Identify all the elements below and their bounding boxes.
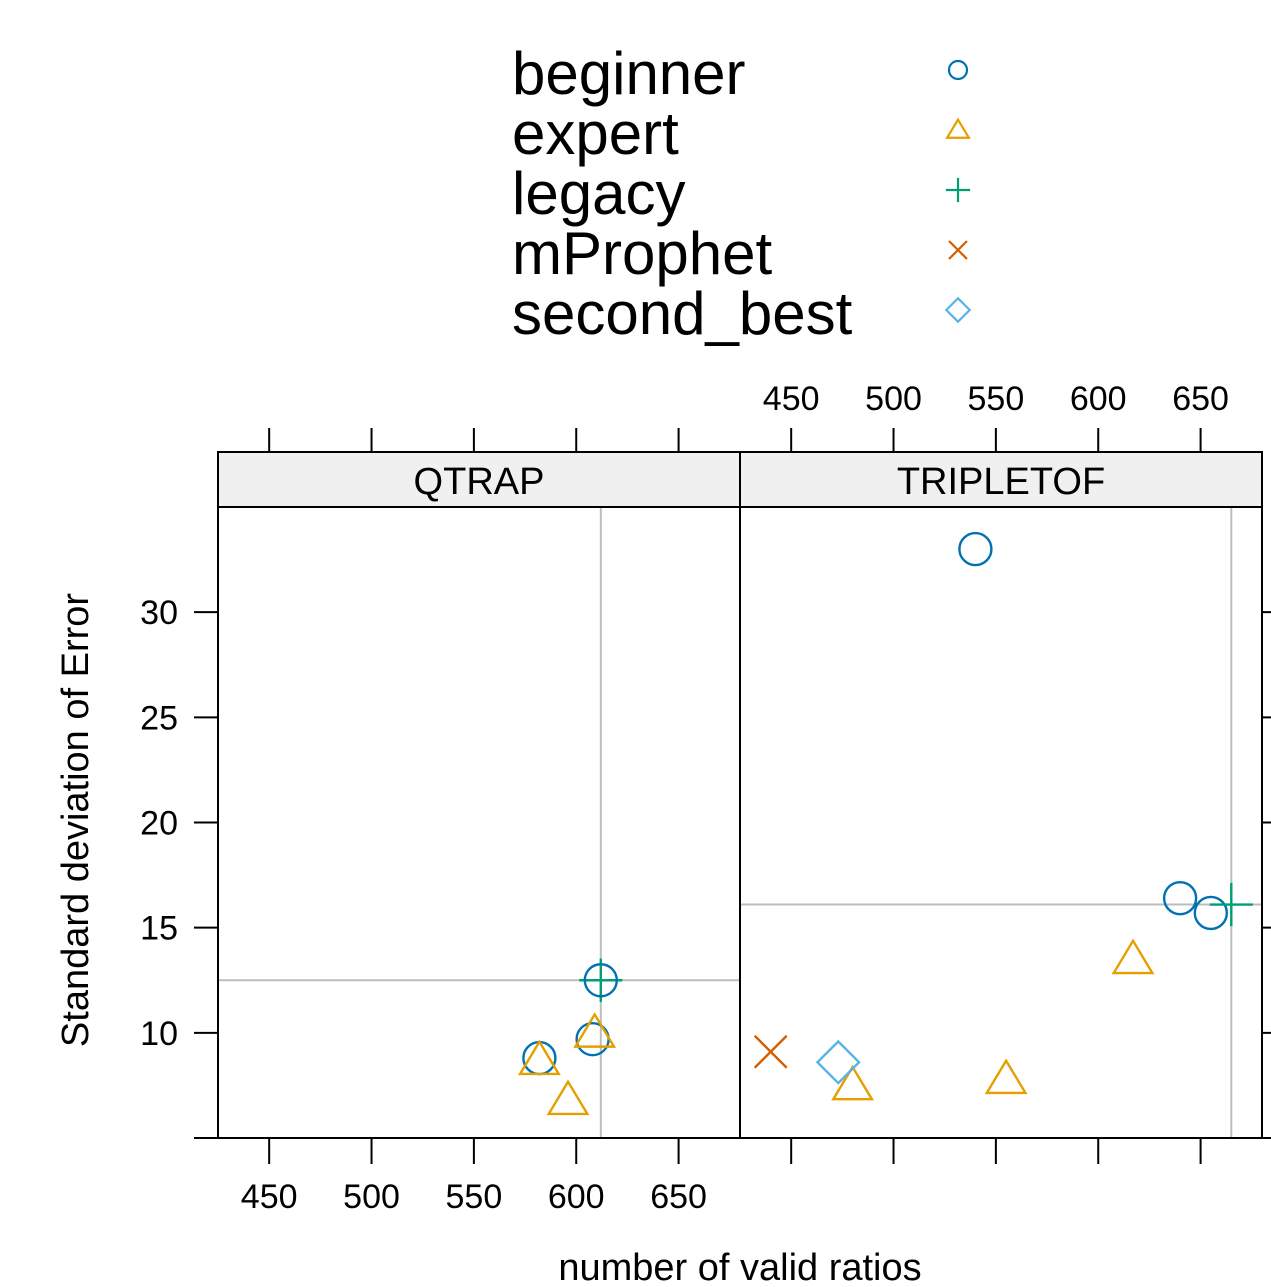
- x-axis-label: number of valid ratios: [558, 1247, 921, 1287]
- x-tick-label-top: 650: [1172, 380, 1229, 418]
- strip-label-qtrap: QTRAP: [414, 461, 545, 503]
- x-tick-label-bottom: 600: [548, 1178, 605, 1216]
- chart-panels: QTRAP TRIPLETOF: [217, 451, 1263, 1139]
- data-point-legacy: [1209, 882, 1253, 927]
- x-tick-label-top: 450: [763, 380, 820, 418]
- legend-label-second-best: second_best: [512, 280, 853, 347]
- data-point-beginner: [958, 531, 993, 567]
- data-point-beginner: [522, 1040, 557, 1076]
- x-tick-label-bottom: 500: [343, 1178, 400, 1216]
- x-tick-label-bottom: 550: [446, 1178, 503, 1216]
- x-tick-label-top: 500: [865, 380, 922, 418]
- data-point-mprophet: [753, 1034, 788, 1069]
- legend-symbol-beginner: [947, 59, 969, 81]
- legend-symbol-mprophet: [948, 240, 968, 260]
- panel-plot-area: [740, 507, 1262, 1138]
- data-point-expert: [1111, 938, 1155, 975]
- axes: 450 450 500 500 550 550 600 600 650 650 10 15 20 25 30: [140, 380, 1271, 1216]
- panel-plot-area: [218, 507, 740, 1138]
- panel-border: [739, 506, 1263, 1139]
- data-point-second-best: [815, 1039, 861, 1085]
- y-tick-label: 20: [140, 805, 178, 843]
- data-point-beginner: [1193, 895, 1229, 931]
- y-tick-label: 25: [140, 699, 178, 737]
- x-tick-label-bottom: 450: [241, 1178, 298, 1216]
- strip-tripletof: [739, 451, 1263, 508]
- legend-label-expert: expert: [512, 100, 679, 167]
- x-tick-label-bottom: 650: [650, 1178, 707, 1216]
- legend-symbol-legacy: [945, 177, 971, 203]
- data-point-expert: [984, 1058, 1028, 1095]
- legend-label-legacy: legacy: [512, 160, 685, 227]
- y-tick-label: 15: [140, 910, 178, 948]
- legend-symbol-expert: [945, 117, 971, 139]
- legend-label-mprophet: mProphet: [512, 220, 772, 287]
- data-point-expert: [831, 1064, 875, 1101]
- data-point-expert: [546, 1079, 590, 1116]
- legend-label-beginner: beginner: [512, 40, 746, 107]
- panel-qtrap: QTRAP: [217, 451, 741, 1139]
- y-tick-label: 30: [140, 594, 178, 632]
- data-point-expert: [573, 1012, 617, 1048]
- y-tick-label: 10: [140, 1015, 178, 1053]
- data-point-beginner: [583, 963, 618, 998]
- data-point-beginner: [1162, 881, 1198, 916]
- panel-border: [217, 506, 741, 1139]
- data-point-expert: [517, 1039, 561, 1076]
- data-point-legacy: [579, 958, 623, 1002]
- legend-symbol-second-best: [944, 296, 972, 324]
- x-tick-label-top: 550: [968, 380, 1025, 418]
- x-tick-label-top: 600: [1070, 380, 1127, 418]
- panel-tripletof: TRIPLETOF: [739, 451, 1263, 1139]
- strip-label-tripletof: TRIPLETOF: [897, 461, 1105, 503]
- y-axis-label: Standard deviation of Error: [55, 593, 97, 1047]
